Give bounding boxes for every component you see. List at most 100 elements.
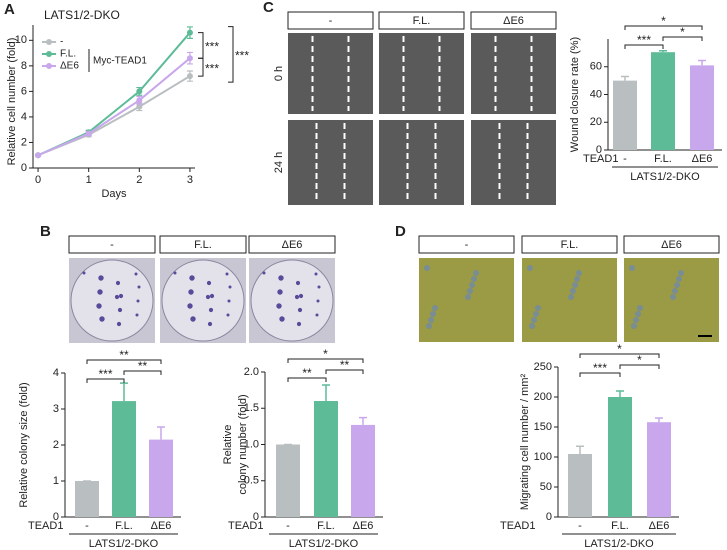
colony [205,294,211,300]
colony [173,271,177,275]
plate [161,259,245,342]
cell [430,311,436,317]
colony [276,303,282,309]
row-label: 0 h [273,66,285,81]
significance-label: * [617,342,622,356]
y-tick-label: 4 [21,111,27,123]
image-header-box [287,11,374,30]
x-tick-label: ΔE6 [151,520,172,532]
x-tick-label: - [85,520,89,532]
colony [187,303,193,309]
plate [250,259,334,342]
significance-bracket [287,358,364,363]
significance-bracket [86,359,162,364]
x-tick-label: ΔE6 [353,520,374,532]
colony [99,316,105,322]
y-axis-label: Relative cell number (fold) [6,38,18,166]
colony [135,313,139,317]
cell [426,323,432,329]
cell [637,305,643,311]
cell [670,294,676,300]
x-tick-label: 3 [187,174,193,186]
image-header: F.L. [413,15,431,27]
y-tick-label: 0 [546,511,552,523]
colony [228,285,232,289]
image-header-box [418,235,515,254]
significance-bracket [123,370,162,375]
cell [465,294,471,300]
micrograph [379,120,464,205]
image-header: - [110,239,114,251]
colony [294,294,300,300]
colony [317,285,321,289]
y-axis-label: Relative colony size (fold) [18,382,30,507]
cell [633,317,639,323]
colony [134,272,138,276]
y-tick-label: 20 [590,116,602,128]
bar [149,439,173,517]
cell [469,282,475,288]
cell [424,265,430,271]
legend-marker [46,63,52,69]
error-bar [659,50,667,53]
image-header: - [465,239,469,251]
cell [531,317,537,323]
significance-bracket [624,25,703,30]
bar [647,422,671,517]
y-tick-label: 4 [53,367,59,379]
cell [535,305,541,311]
point [186,55,193,62]
micrograph [471,33,556,114]
bar [690,65,714,150]
significance-bracket [198,57,204,77]
colony [227,299,231,303]
colony [114,294,120,300]
colony [188,289,194,295]
cell [574,276,580,282]
y-tick-label: 1 [53,475,59,487]
colony [137,285,141,289]
colony [277,289,283,295]
colony [298,293,304,299]
cell [527,265,533,271]
image-header-box [68,235,156,254]
significance-bracket [579,372,621,377]
y-tick-label: 2.0 [244,366,259,378]
y-tick-label: 3 [53,403,59,415]
group-name: LATS1/2-DKO [630,171,700,183]
group-label: TEAD1 [228,520,263,532]
error-bar [359,416,367,425]
micrograph [471,120,556,205]
error-bar [616,390,624,397]
x-tick-label: - [578,520,582,532]
colony [209,293,215,299]
significance-label: * [323,347,328,361]
bar [276,444,300,517]
series-line [37,57,191,157]
x-tick-label: F.L. [115,520,133,532]
y-tick-label: 8 [21,60,27,72]
colony [225,272,229,276]
colony [316,299,320,303]
significance-label: ** [119,348,129,362]
significance-bracket [624,44,664,49]
y-tick-label: 0 [596,144,602,156]
significance-label: *** [637,33,651,47]
cell [576,270,582,276]
cell [428,317,434,323]
cell [676,276,682,282]
colony [97,289,103,295]
legend-marker [46,51,52,57]
micrograph [288,33,373,114]
significance-label: *** [98,367,112,381]
y-axis-label: Migrating cell number / mm² [519,374,531,511]
colony [262,271,266,275]
bar [651,52,675,150]
significance-label: * [680,25,685,39]
chart-title: LATS1/2-DKO [44,8,120,22]
group-label: TEAD1 [583,153,618,165]
significance-bracket [619,364,660,369]
x-axis-label: Days [101,188,127,200]
colony [297,307,303,313]
